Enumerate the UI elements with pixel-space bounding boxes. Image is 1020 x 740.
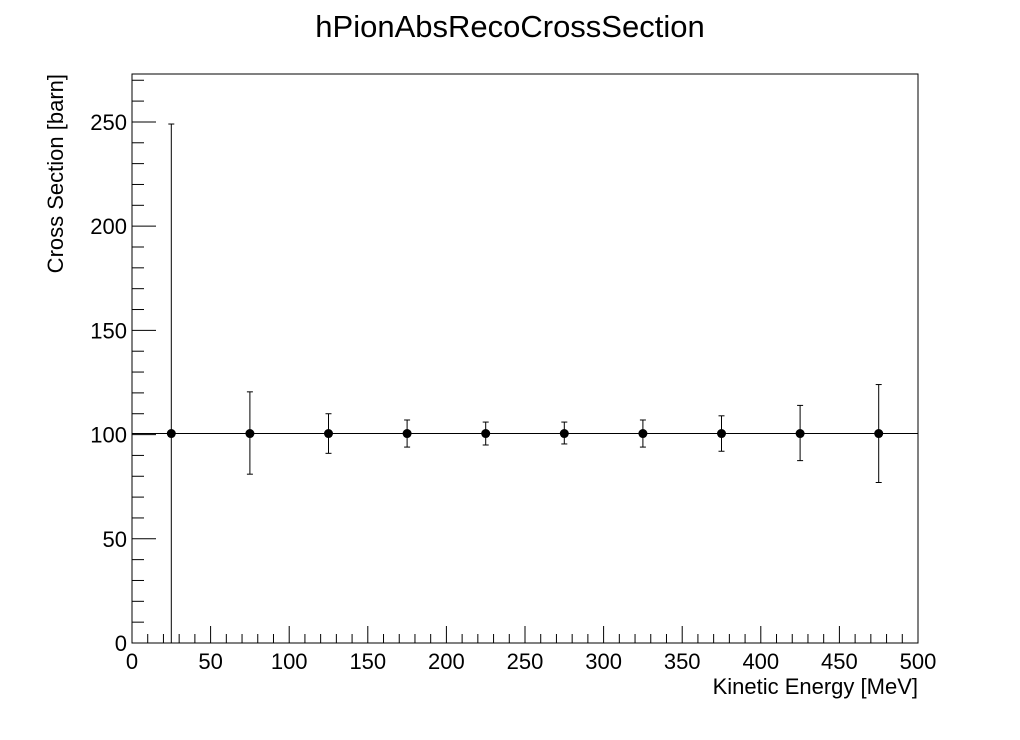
axes: 0 50 100 150 200 250 300 350 400 450 500 0 50 100 150 2… [90,79,937,674]
x-tick-label: 500 [900,649,937,674]
data-point [638,429,648,439]
data-point [402,429,412,439]
data-point [481,429,491,439]
x-tick-label: 250 [507,649,544,674]
y-tick-label: 50 [103,527,127,552]
x-tick-label: 450 [821,649,858,674]
y-tick-label: 100 [90,423,127,448]
x-tick-label: 0 [126,649,138,674]
y-axis-title: Cross Section [barn] [43,74,68,273]
data-point [717,429,726,439]
x-tick-label: 150 [349,649,386,674]
y-tick-label: 0 [115,631,127,656]
data-point [166,429,176,439]
plot-frame [131,73,919,644]
y-tick-label: 250 [90,110,127,135]
x-tick-label: 350 [664,649,701,674]
data-point [559,429,569,439]
data-point [324,429,333,439]
y-tick-label: 200 [90,214,127,239]
x-tick-label: 200 [428,649,465,674]
data-point [795,429,805,439]
y-tick-label: 150 [90,318,127,343]
x-tick-label: 100 [271,649,308,674]
x-axis-title: Kinetic Energy [MeV] [713,674,918,699]
data-points [132,123,918,644]
x-tick-label: 400 [742,649,779,674]
chart-title: hPionAbsRecoCrossSection [315,9,704,44]
x-tick-label: 50 [198,649,222,674]
data-point [874,429,884,439]
x-tick-label: 300 [585,649,622,674]
data-point [245,429,255,439]
